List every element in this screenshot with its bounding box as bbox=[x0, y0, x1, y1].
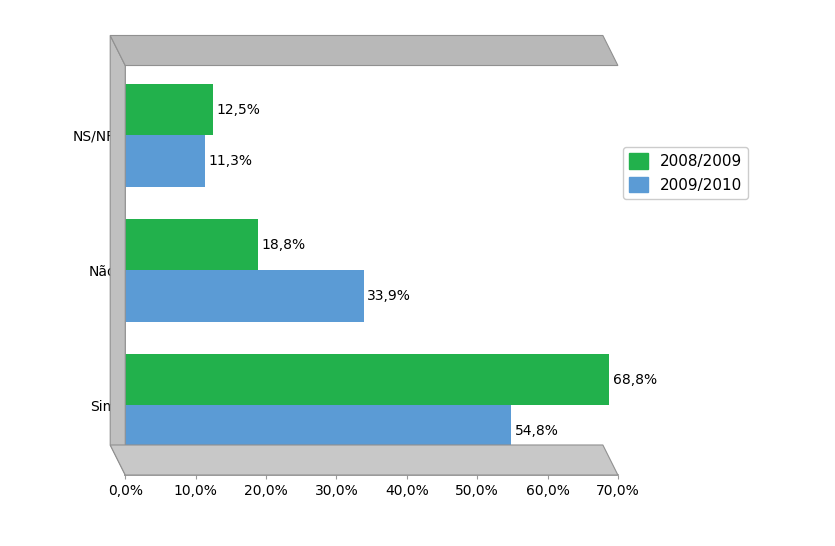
Bar bbox=[125, 219, 257, 270]
Legend: 2008/2009, 2009/2010: 2008/2009, 2009/2010 bbox=[623, 147, 748, 199]
Bar bbox=[125, 135, 205, 187]
Text: 68,8%: 68,8% bbox=[613, 372, 657, 387]
Bar bbox=[125, 84, 213, 135]
Text: 33,9%: 33,9% bbox=[367, 289, 411, 303]
Text: 18,8%: 18,8% bbox=[261, 238, 306, 252]
Bar bbox=[125, 270, 364, 322]
Text: 11,3%: 11,3% bbox=[208, 154, 252, 168]
Text: 54,8%: 54,8% bbox=[514, 424, 559, 438]
Bar bbox=[125, 405, 511, 456]
Text: 12,5%: 12,5% bbox=[217, 103, 261, 117]
Bar bbox=[125, 354, 610, 405]
